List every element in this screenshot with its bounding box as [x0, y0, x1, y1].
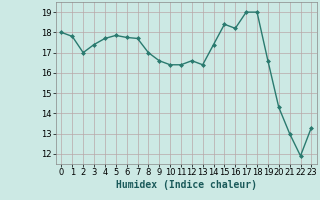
X-axis label: Humidex (Indice chaleur): Humidex (Indice chaleur) [116, 180, 257, 190]
